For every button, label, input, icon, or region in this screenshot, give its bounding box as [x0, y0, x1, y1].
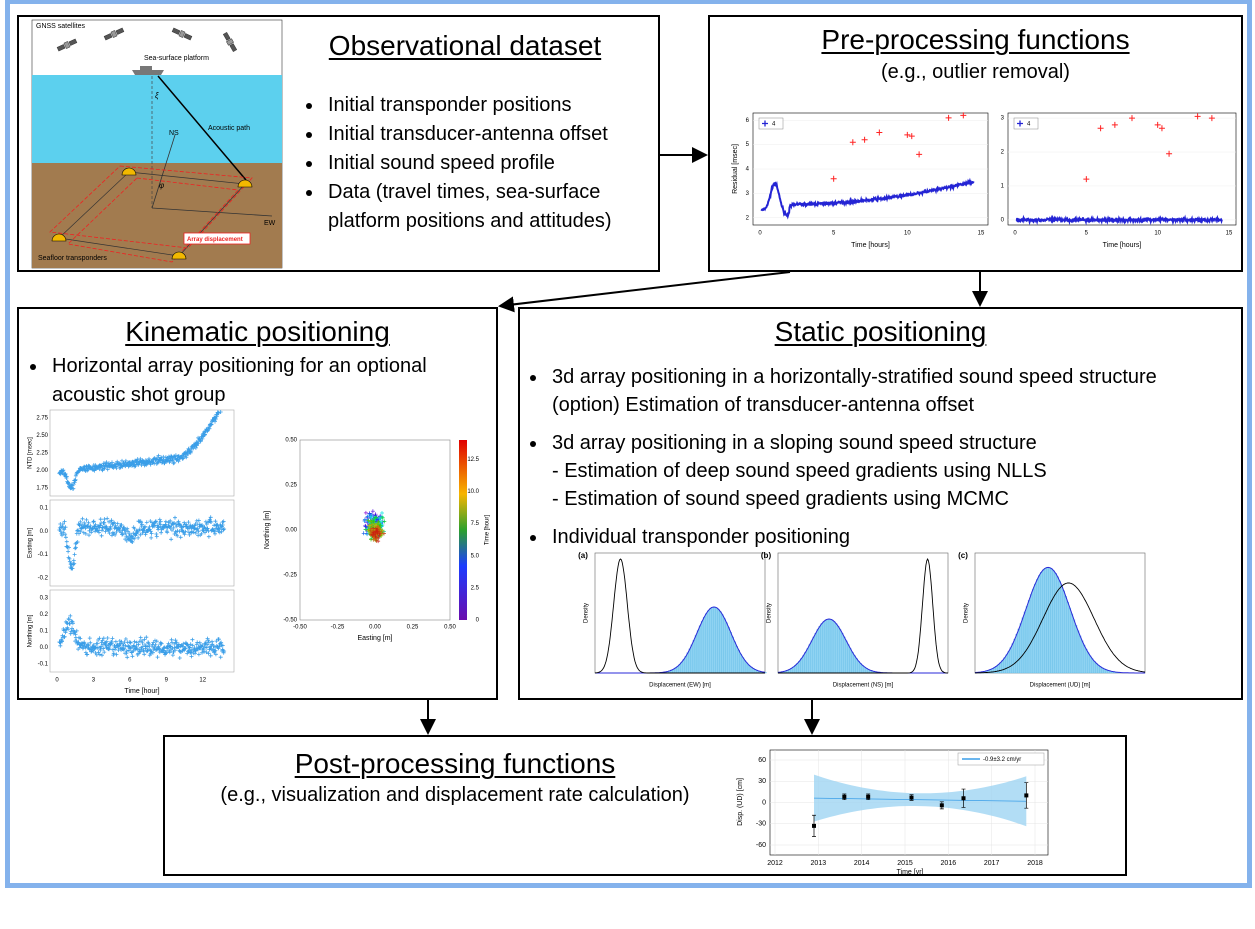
page: {"observational": {"title": "Observation…: [0, 0, 1255, 929]
flow-arrows: [428, 155, 980, 733]
arrows: [0, 0, 1255, 929]
